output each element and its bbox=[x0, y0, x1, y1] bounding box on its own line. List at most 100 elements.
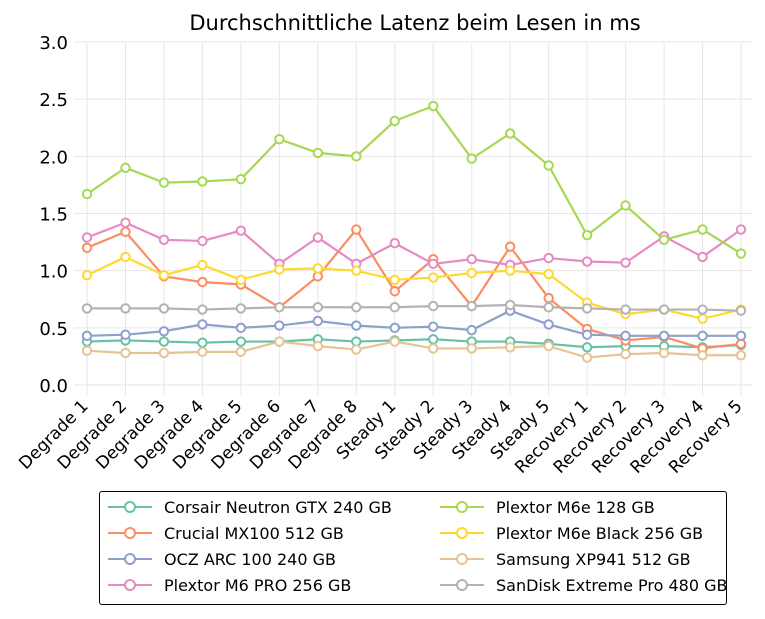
series-line bbox=[86, 340, 741, 359]
y-tick-label: 3.0 bbox=[39, 33, 68, 54]
series-line bbox=[86, 255, 742, 320]
data-point bbox=[158, 177, 170, 188]
data-point bbox=[428, 321, 439, 332]
legend-swatch bbox=[108, 551, 152, 567]
legend-swatch bbox=[108, 499, 152, 515]
data-point bbox=[274, 264, 285, 275]
data-point bbox=[428, 258, 439, 270]
data-point bbox=[466, 153, 477, 164]
data-point bbox=[697, 251, 708, 263]
data-point bbox=[351, 224, 362, 235]
data-point bbox=[697, 313, 708, 324]
data-point bbox=[697, 330, 708, 342]
data-point bbox=[158, 270, 170, 281]
series bbox=[81, 251, 747, 324]
data-point bbox=[235, 225, 247, 236]
data-point bbox=[697, 304, 708, 315]
data-point bbox=[351, 320, 362, 331]
data-point bbox=[197, 276, 208, 288]
data-point bbox=[504, 241, 516, 252]
data-point bbox=[120, 347, 131, 359]
legend-item: Crucial MX100 512 GB bbox=[108, 522, 344, 544]
data-point bbox=[312, 263, 324, 274]
data-point bbox=[312, 147, 324, 159]
data-point bbox=[504, 128, 516, 139]
data-point bbox=[81, 232, 93, 243]
data-point bbox=[312, 302, 324, 313]
data-point bbox=[158, 234, 170, 245]
legend-item: SanDisk Extreme Pro 480 GB bbox=[440, 574, 727, 596]
legend-swatch bbox=[440, 499, 484, 515]
data-point bbox=[235, 336, 247, 347]
data-point bbox=[158, 303, 170, 314]
y-tick-label: 2.0 bbox=[39, 147, 68, 168]
data-point bbox=[697, 224, 708, 235]
series bbox=[81, 305, 747, 342]
series-line bbox=[86, 221, 742, 267]
data-point bbox=[312, 315, 324, 327]
data-point bbox=[466, 343, 477, 354]
data-point bbox=[620, 348, 631, 360]
data-point bbox=[697, 350, 708, 361]
chart-title: Durchschnittliche Latenz beim Lesen in m… bbox=[189, 11, 640, 35]
legend-label: SanDisk Extreme Pro 480 GB bbox=[496, 575, 728, 595]
legend-label: OCZ ARC 100 240 GB bbox=[164, 549, 336, 569]
data-point bbox=[389, 286, 400, 297]
data-point bbox=[428, 300, 439, 312]
data-point bbox=[543, 340, 554, 352]
data-point bbox=[235, 174, 247, 185]
data-point bbox=[81, 242, 93, 254]
data-point bbox=[197, 337, 208, 348]
data-point bbox=[581, 342, 593, 353]
data-point bbox=[735, 224, 747, 235]
data-point bbox=[351, 265, 362, 276]
y-tick-label: 0.0 bbox=[39, 376, 68, 397]
series bbox=[81, 299, 747, 316]
data-point bbox=[735, 330, 747, 342]
data-point bbox=[428, 100, 439, 112]
series-line bbox=[86, 104, 742, 255]
legend-swatch bbox=[440, 551, 484, 567]
data-point bbox=[658, 347, 670, 359]
data-point bbox=[81, 270, 93, 281]
data-point bbox=[504, 299, 516, 311]
legend-item: Plextor M6e 128 GB bbox=[440, 496, 655, 518]
data-point bbox=[197, 304, 208, 315]
data-point bbox=[543, 302, 554, 313]
data-point bbox=[197, 235, 208, 247]
data-point bbox=[581, 352, 593, 363]
legend-label: Plextor M6e Black 256 GB bbox=[496, 523, 704, 543]
series bbox=[81, 336, 747, 363]
series bbox=[81, 217, 747, 271]
data-point bbox=[120, 162, 131, 173]
legend-item: Plextor M6 PRO 256 GB bbox=[108, 574, 351, 596]
data-point bbox=[351, 344, 362, 355]
data-point bbox=[197, 176, 208, 187]
data-point bbox=[351, 151, 362, 162]
data-point bbox=[581, 256, 593, 267]
data-point bbox=[620, 257, 631, 268]
series-lines bbox=[81, 100, 747, 363]
data-point bbox=[735, 248, 747, 259]
data-point bbox=[120, 303, 131, 314]
data-point bbox=[312, 340, 324, 352]
series-line bbox=[86, 309, 741, 337]
data-point bbox=[658, 234, 670, 245]
data-point bbox=[735, 305, 747, 316]
data-point bbox=[581, 329, 593, 340]
data-point bbox=[543, 160, 554, 171]
data-point bbox=[389, 274, 400, 286]
legend-label: Crucial MX100 512 GB bbox=[164, 523, 344, 543]
legend-item: Corsair Neutron GTX 240 GB bbox=[108, 496, 392, 518]
data-point bbox=[389, 322, 400, 334]
data-point bbox=[504, 265, 516, 276]
legend-swatch bbox=[440, 577, 484, 593]
y-tick-label: 1.0 bbox=[39, 262, 68, 283]
series-line bbox=[86, 227, 742, 350]
legend-label: Samsung XP941 512 GB bbox=[496, 549, 691, 569]
data-point bbox=[466, 254, 477, 265]
series bbox=[81, 224, 747, 354]
data-point bbox=[466, 300, 477, 312]
legend-swatch bbox=[108, 525, 152, 541]
